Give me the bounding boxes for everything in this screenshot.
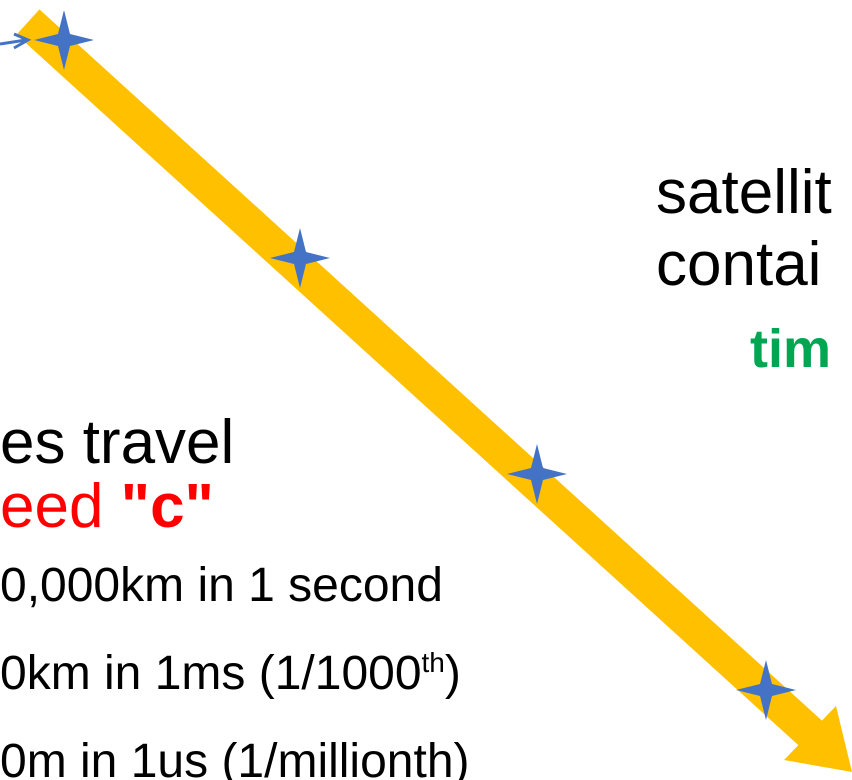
distance-per-millisecond-text: 0km in 1ms (1/1000th) [0, 647, 461, 700]
four-point-star-icon [270, 228, 330, 288]
speed-label: eed [0, 472, 121, 541]
signal-path-shaft [16, 9, 830, 753]
time-text: tim [750, 319, 831, 379]
satellite-text: satellit [656, 158, 832, 227]
contains-text: contai [656, 230, 822, 299]
incoming-arrow-icon [0, 32, 32, 50]
four-point-star-icon [736, 660, 796, 720]
pulse-markers [34, 10, 796, 720]
four-point-star-icon [507, 444, 567, 504]
ms-suffix: ) [444, 647, 461, 700]
speed-symbol-c: "c" [120, 472, 214, 541]
signal-path-arrow [16, 9, 852, 772]
speed-c-line: eed "c" [0, 476, 214, 538]
waves-travel-text: es travel [0, 408, 235, 477]
four-point-star-icon [34, 10, 94, 70]
ms-text: 0km in 1ms (1/1000 [0, 647, 422, 700]
distance-per-second-text: 0,000km in 1 second [0, 559, 443, 612]
ms-superscript: th [421, 647, 445, 678]
signal-path-arrowhead [784, 706, 852, 772]
distance-per-microsecond-text: 0m in 1us (1/millionth) [0, 735, 470, 780]
